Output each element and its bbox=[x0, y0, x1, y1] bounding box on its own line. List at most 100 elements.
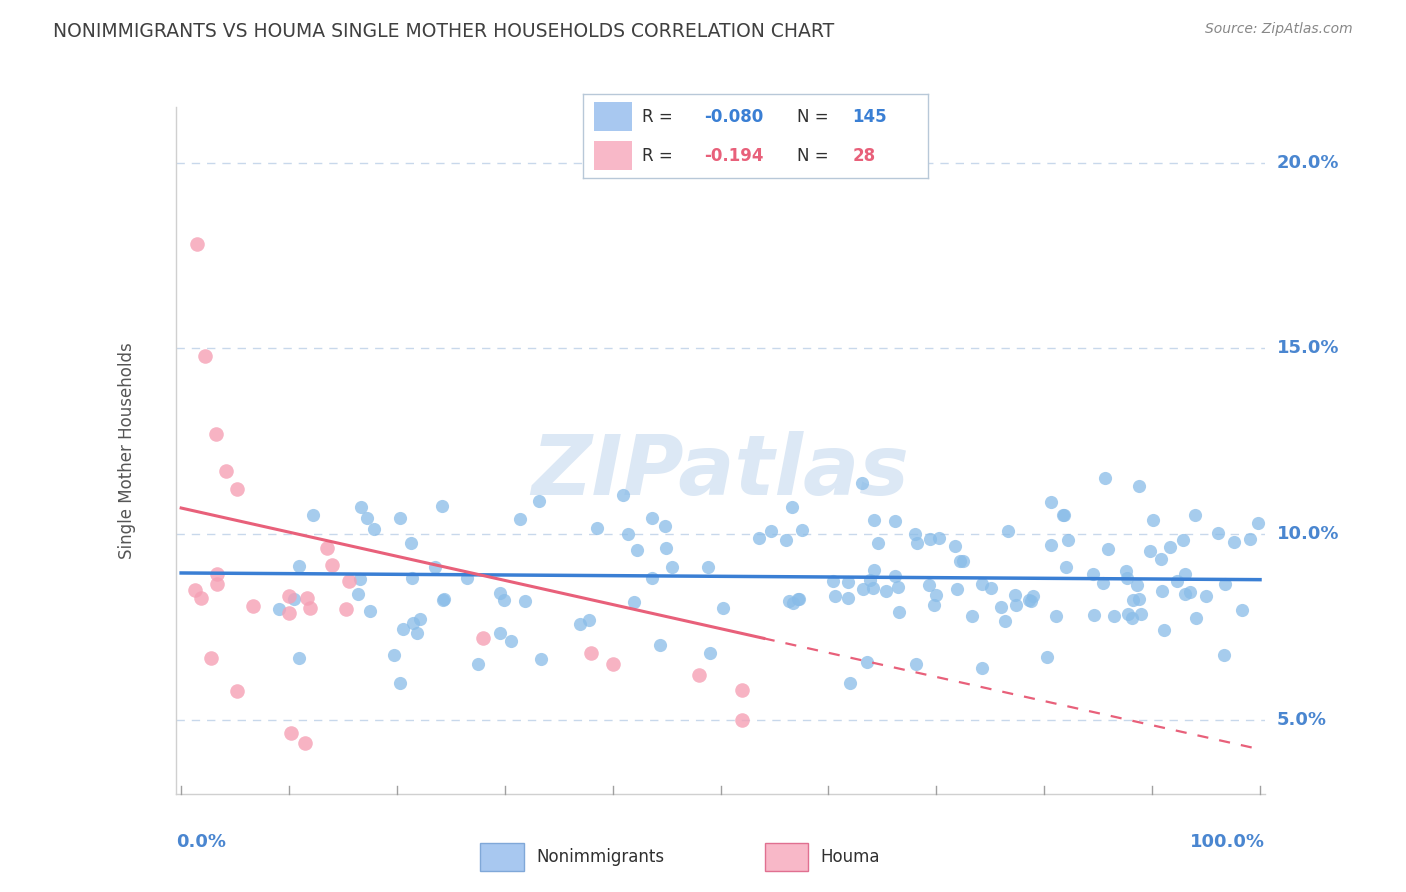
Point bbox=[294, 736, 316, 750]
Point bbox=[1019, 594, 1042, 608]
Point bbox=[617, 527, 640, 541]
Point bbox=[990, 599, 1012, 614]
Point bbox=[748, 531, 770, 545]
Point bbox=[1004, 588, 1026, 602]
Bar bbox=[593, 103, 631, 131]
Point bbox=[401, 570, 423, 584]
Point bbox=[623, 595, 645, 609]
Point bbox=[1206, 526, 1229, 541]
Point bbox=[349, 572, 371, 586]
Point bbox=[205, 567, 228, 582]
Point bbox=[242, 599, 264, 613]
Text: R =: R = bbox=[643, 108, 673, 126]
Point bbox=[1018, 592, 1040, 607]
Point bbox=[980, 581, 1002, 595]
Point bbox=[602, 657, 624, 671]
Point bbox=[862, 581, 884, 595]
Point bbox=[1083, 566, 1105, 581]
Point bbox=[1173, 533, 1195, 548]
Text: NONIMMIGRANTS VS HOUMA SINGLE MOTHER HOUSEHOLDS CORRELATION CHART: NONIMMIGRANTS VS HOUMA SINGLE MOTHER HOU… bbox=[53, 22, 835, 41]
Point bbox=[688, 668, 710, 682]
Text: Houma: Houma bbox=[821, 848, 880, 866]
Point bbox=[1159, 541, 1181, 555]
Point bbox=[787, 591, 810, 606]
Point bbox=[928, 531, 950, 545]
Point bbox=[782, 596, 804, 610]
Point bbox=[399, 535, 422, 549]
Point bbox=[960, 608, 983, 623]
Point bbox=[494, 593, 516, 607]
Point bbox=[886, 580, 908, 594]
Point bbox=[994, 614, 1017, 628]
Point bbox=[299, 601, 322, 615]
Point bbox=[946, 582, 969, 596]
Point bbox=[905, 657, 928, 672]
Point bbox=[648, 638, 671, 652]
Text: -0.194: -0.194 bbox=[704, 146, 763, 164]
Point bbox=[1116, 607, 1139, 622]
Point bbox=[194, 349, 217, 363]
Point bbox=[301, 508, 323, 522]
Point bbox=[1052, 508, 1074, 523]
Point bbox=[699, 646, 721, 660]
Point bbox=[970, 577, 993, 591]
Point bbox=[851, 582, 873, 596]
Point bbox=[1212, 648, 1234, 662]
Point bbox=[205, 576, 228, 591]
Point bbox=[1054, 559, 1077, 574]
Point bbox=[1040, 494, 1063, 508]
Point bbox=[578, 613, 600, 627]
Point bbox=[1150, 584, 1173, 599]
Point bbox=[759, 524, 782, 539]
Text: N =: N = bbox=[797, 108, 828, 126]
Point bbox=[295, 591, 318, 605]
Point bbox=[997, 524, 1019, 538]
Point bbox=[472, 631, 495, 645]
Text: R =: R = bbox=[643, 146, 673, 164]
Text: 0.0%: 0.0% bbox=[176, 833, 226, 851]
Point bbox=[278, 606, 301, 620]
Point bbox=[513, 594, 536, 608]
Point bbox=[1174, 566, 1197, 581]
Text: Source: ZipAtlas.com: Source: ZipAtlas.com bbox=[1205, 22, 1353, 37]
Point bbox=[288, 558, 311, 573]
Point bbox=[1239, 532, 1261, 546]
Point bbox=[1053, 508, 1076, 522]
Point bbox=[321, 558, 343, 573]
Point bbox=[200, 650, 222, 665]
Point bbox=[696, 559, 718, 574]
Point bbox=[626, 542, 648, 557]
Point bbox=[499, 634, 522, 648]
Point bbox=[970, 661, 993, 675]
Point bbox=[884, 568, 907, 582]
Point bbox=[925, 589, 948, 603]
Point bbox=[432, 592, 454, 607]
Point bbox=[1195, 589, 1218, 603]
Text: Nonimmigrants: Nonimmigrants bbox=[536, 848, 664, 866]
Point bbox=[1092, 575, 1115, 590]
Point bbox=[226, 483, 249, 497]
Point bbox=[384, 648, 406, 662]
Point bbox=[856, 656, 879, 670]
Point bbox=[423, 560, 446, 574]
Point bbox=[190, 591, 212, 605]
Point bbox=[1097, 542, 1119, 557]
Point bbox=[1247, 516, 1270, 530]
Point bbox=[943, 539, 966, 553]
Point bbox=[389, 511, 412, 525]
Point bbox=[1102, 608, 1125, 623]
Point bbox=[792, 523, 814, 537]
Point bbox=[661, 559, 683, 574]
Point bbox=[527, 493, 550, 508]
Point bbox=[356, 511, 378, 525]
Point bbox=[1150, 551, 1173, 566]
Point bbox=[918, 532, 941, 546]
Bar bbox=[481, 843, 523, 871]
Point bbox=[1115, 571, 1137, 585]
Text: -0.080: -0.080 bbox=[704, 108, 763, 126]
Point bbox=[226, 683, 249, 698]
Point bbox=[350, 500, 373, 514]
Point bbox=[280, 726, 302, 740]
Point bbox=[433, 592, 456, 607]
Point bbox=[408, 612, 430, 626]
